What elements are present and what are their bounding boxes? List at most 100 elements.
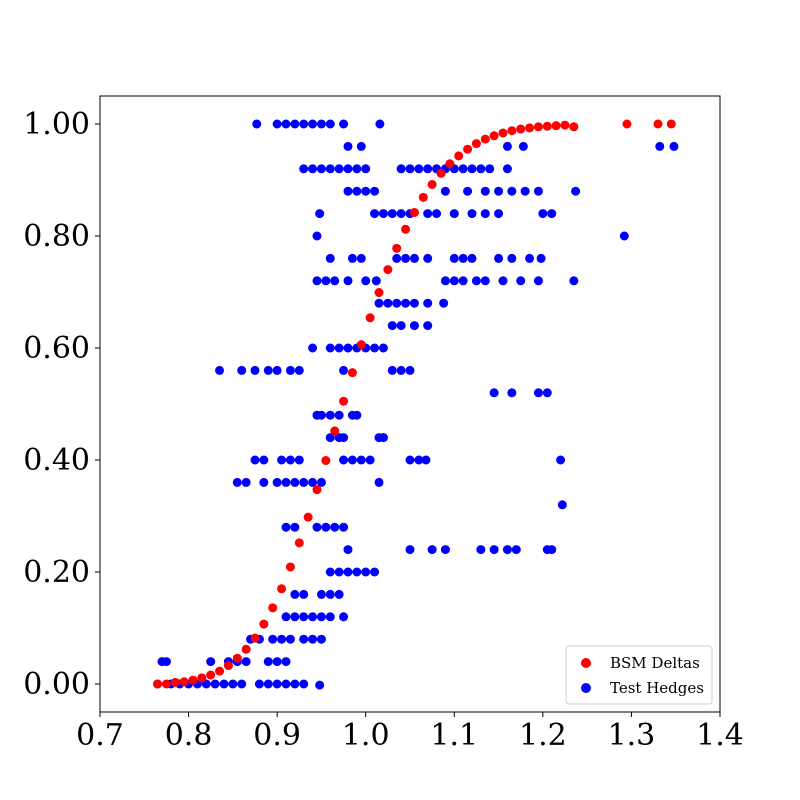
x-tick-label-6: 1.3 (608, 718, 656, 753)
point-series-1-52 (343, 545, 353, 555)
point-series-1-188 (480, 186, 490, 196)
point-series-1-131 (383, 298, 393, 308)
point-series-1-58 (502, 545, 512, 555)
point-series-0-8 (223, 661, 233, 671)
x-tick-label-7: 1.4 (696, 718, 744, 753)
legend: BSM Deltas Test Hedges (565, 645, 713, 705)
point-series-1-193 (571, 186, 581, 196)
point-series-1-32 (308, 634, 318, 644)
point-series-1-129 (423, 321, 433, 331)
point-series-1-224 (299, 119, 309, 129)
point-series-1-161 (467, 253, 477, 263)
point-series-0-9 (232, 653, 242, 663)
point-series-0-27 (392, 243, 402, 253)
point-series-1-7 (219, 679, 229, 689)
point-series-1-150 (533, 276, 543, 286)
point-series-1-16 (315, 680, 325, 690)
point-series-1-14 (290, 679, 300, 689)
point-series-1-223 (290, 119, 300, 129)
point-series-0-45 (551, 121, 561, 131)
point-series-1-104 (507, 388, 517, 398)
point-series-1-94 (339, 433, 349, 443)
point-series-1-146 (471, 276, 481, 286)
point-series-1-168 (315, 209, 325, 219)
point-series-1-148 (498, 276, 508, 286)
point-series-1-81 (277, 455, 287, 465)
y-tick-label-1: 0.20 (23, 555, 90, 590)
point-series-1-49 (352, 567, 362, 577)
point-series-1-28 (268, 634, 278, 644)
point-series-1-170 (378, 209, 388, 219)
point-series-1-51 (370, 567, 380, 577)
point-series-1-160 (458, 253, 468, 263)
point-series-0-0 (153, 679, 163, 689)
point-series-1-40 (339, 612, 349, 622)
point-series-1-180 (538, 209, 548, 219)
point-series-0-13 (268, 603, 278, 613)
point-series-1-127 (396, 321, 406, 331)
point-series-1-201 (361, 164, 371, 174)
point-series-0-7 (215, 666, 225, 676)
point-series-1-23 (263, 657, 273, 667)
point-series-1-86 (356, 455, 366, 465)
point-series-0-35 (463, 144, 473, 154)
point-series-1-39 (325, 612, 335, 622)
point-series-1-215 (356, 141, 366, 151)
point-series-1-155 (392, 253, 402, 263)
point-series-1-59 (511, 545, 521, 555)
point-series-1-88 (405, 455, 415, 465)
point-series-1-78 (374, 477, 384, 487)
point-series-1-113 (294, 365, 304, 375)
point-series-1-96 (378, 433, 388, 443)
series-1 (153, 119, 679, 690)
point-series-1-117 (405, 365, 415, 375)
point-series-1-212 (485, 164, 495, 174)
point-series-1-66 (330, 522, 340, 532)
point-series-0-10 (241, 644, 251, 654)
point-series-1-228 (339, 119, 349, 129)
x-tick-label-0: 0.7 (76, 718, 124, 753)
point-series-1-137 (312, 276, 322, 286)
point-series-1-10 (254, 679, 264, 689)
point-series-1-11 (263, 679, 273, 689)
x-tick-label-2: 0.9 (253, 718, 301, 753)
point-series-1-226 (316, 119, 326, 129)
point-series-1-47 (334, 567, 344, 577)
point-series-1-75 (299, 477, 309, 487)
point-series-0-22 (347, 368, 357, 378)
x-tick-label-3: 1.0 (342, 718, 390, 753)
point-series-0-36 (471, 139, 481, 149)
point-series-1-110 (263, 365, 273, 375)
point-series-1-35 (290, 612, 300, 622)
point-series-1-118 (308, 343, 318, 353)
point-series-0-16 (294, 538, 304, 548)
point-series-1-171 (387, 209, 397, 219)
point-series-0-49 (653, 119, 663, 129)
point-series-1-48 (343, 567, 353, 577)
point-series-1-222 (281, 119, 291, 129)
point-series-1-195 (308, 164, 318, 174)
point-series-1-33 (316, 634, 326, 644)
point-series-1-202 (396, 164, 406, 174)
point-series-0-32 (436, 168, 446, 178)
point-series-1-149 (516, 276, 526, 286)
point-series-1-174 (423, 209, 433, 219)
point-series-1-70 (241, 477, 251, 487)
legend-marker-1 (581, 683, 591, 693)
y-tick-label-2: 0.40 (23, 443, 90, 478)
point-series-0-34 (454, 151, 464, 161)
point-series-1-199 (343, 164, 353, 174)
point-series-1-82 (285, 455, 295, 465)
point-series-0-20 (330, 426, 340, 436)
point-series-1-169 (370, 209, 380, 219)
point-series-1-147 (480, 276, 490, 286)
point-series-1-45 (334, 589, 344, 599)
point-series-1-106 (542, 388, 552, 398)
point-series-1-204 (414, 164, 424, 174)
point-series-0-47 (569, 122, 579, 132)
point-series-1-25 (281, 657, 291, 667)
point-series-1-65 (321, 522, 331, 532)
point-series-1-165 (536, 253, 546, 263)
point-series-1-200 (352, 164, 362, 174)
point-series-0-44 (542, 121, 552, 131)
